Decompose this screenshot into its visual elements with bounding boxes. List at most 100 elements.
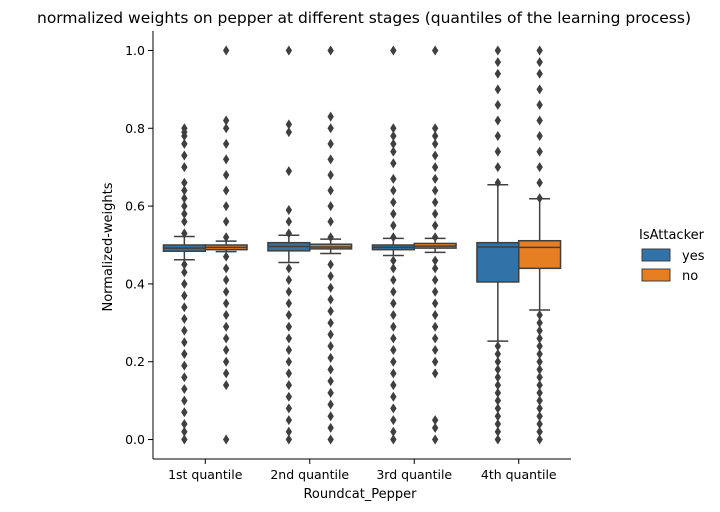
outlier-point [222, 298, 230, 309]
outlier-point [536, 387, 543, 398]
outlier-point [327, 169, 334, 180]
outlier-point [536, 177, 543, 188]
box-body [518, 239, 562, 270]
outlier-point [494, 68, 502, 79]
outlier-point [285, 216, 293, 227]
outlier-point [536, 99, 543, 110]
outlier-point [327, 341, 334, 352]
outlier-point [390, 391, 397, 402]
outlier-point [494, 364, 502, 375]
outlier-point [285, 380, 293, 391]
outlier-point [181, 325, 188, 336]
outlier-point [494, 356, 502, 367]
box-no-4 [518, 45, 562, 445]
outlier-point [536, 325, 543, 336]
outlier-point [390, 255, 397, 266]
outlier-point [327, 376, 334, 387]
outlier-point [327, 123, 334, 134]
outlier-point [390, 298, 397, 309]
outlier-point [494, 395, 502, 406]
y-tick-label: 1.0 [125, 43, 145, 58]
outlier-point [181, 360, 188, 371]
outlier-point [431, 185, 439, 196]
outlier-point [536, 310, 543, 321]
outlier-point [181, 123, 188, 134]
outlier-point [327, 434, 334, 445]
outlier-point [181, 138, 188, 149]
outlier-point [181, 383, 188, 394]
outlier-point [222, 115, 230, 126]
outlier-point [390, 415, 397, 426]
x-tick-label: 3rd quantile [376, 467, 452, 482]
outlier-point [390, 275, 397, 286]
outlier-point [285, 426, 293, 437]
outlier-point [222, 310, 230, 321]
outlier-point [327, 201, 334, 212]
outlier-point [222, 169, 230, 180]
outlier-point [390, 158, 397, 169]
box-no-2 [309, 45, 353, 445]
outlier-point [181, 434, 188, 445]
outlier-point [222, 138, 230, 149]
legend-title: IsAttacker [639, 228, 705, 243]
outlier-point [390, 185, 397, 196]
outlier-point [431, 150, 439, 161]
outlier-point [390, 426, 397, 437]
outlier-point [181, 177, 188, 188]
outlier-point [181, 313, 188, 324]
outlier-point [327, 232, 334, 243]
outlier-point [431, 275, 439, 286]
outlier-point [536, 372, 543, 383]
outlier-point [431, 255, 439, 266]
outlier-point [390, 138, 397, 149]
outlier-point [494, 372, 502, 383]
outlier-point [536, 45, 543, 56]
y-tick-label: 0.8 [125, 121, 145, 136]
outlier-point [494, 84, 502, 95]
legend-item-no: no [641, 268, 698, 284]
y-tick-label: 0.0 [125, 432, 145, 447]
outlier-point [327, 399, 334, 410]
outlier-point [222, 201, 230, 212]
outlier-point [285, 321, 293, 332]
outlier-point [285, 434, 293, 445]
outlier-point [390, 310, 397, 321]
outlier-point [285, 310, 293, 321]
outlier-point [431, 162, 439, 173]
outlier-point [494, 434, 502, 445]
y-tick-label: 0.2 [125, 354, 145, 369]
outlier-point [181, 278, 188, 289]
legend: IsAttacker yes no [639, 228, 705, 284]
outlier-point [536, 426, 543, 437]
outlier-point [285, 415, 293, 426]
outlier-point [536, 333, 543, 344]
outlier-point [327, 185, 334, 196]
y-tick-label: 0.4 [125, 276, 145, 291]
box-no-3 [413, 45, 457, 445]
x-axis: 1st quantile 2nd quantile 3rd quantile 4th … [153, 458, 571, 482]
outlier-point [536, 162, 543, 173]
outlier-point [431, 45, 439, 56]
outlier-point [431, 368, 439, 379]
y-axis-label: Normalized-weights [101, 182, 116, 311]
outlier-point [222, 321, 230, 332]
outlier-point [222, 232, 230, 243]
legend-swatch [641, 268, 671, 282]
legend-item-yes: yes [641, 248, 705, 264]
outlier-point [327, 282, 334, 293]
outlier-point [327, 411, 334, 422]
outlier-point [536, 418, 543, 429]
outlier-point [390, 146, 397, 157]
outlier-point [285, 403, 293, 414]
outlier-point [390, 263, 397, 274]
box-body [476, 241, 520, 283]
outlier-point [285, 391, 293, 402]
outlier-point [431, 356, 439, 367]
outlier-point [390, 173, 397, 184]
outlier-point [494, 146, 502, 157]
outlier-point [494, 348, 502, 359]
box-yes-3 [371, 45, 416, 445]
outlier-point [181, 290, 188, 301]
